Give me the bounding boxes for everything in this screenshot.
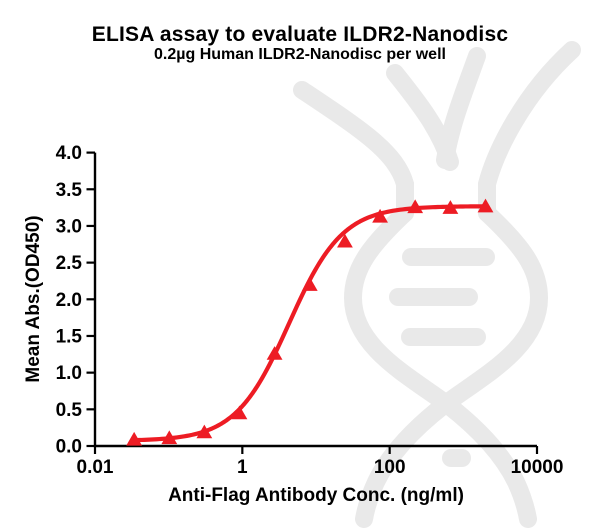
data-point-marker <box>372 208 388 223</box>
data-point-marker <box>196 424 213 439</box>
fit-curve <box>132 204 488 443</box>
chart-subtitle: 0.2µg Human ILDR2-Nanodisc per well <box>154 46 446 63</box>
axis-frame <box>93 152 537 448</box>
data-point-marker <box>126 431 143 446</box>
x-tick-label: 10000 <box>511 457 564 478</box>
y-axis-title: Mean Abs.(OD450) <box>23 215 44 383</box>
x-axis-title: Anti-Flag Antibody Conc. (ng/ml) <box>168 485 464 506</box>
data-points <box>126 198 494 446</box>
chart-title: ELISA assay to evaluate ILDR2-Nanodisc <box>91 23 509 46</box>
x-tick-label: 0.01 <box>77 457 114 478</box>
data-point-marker <box>266 346 283 360</box>
x-tick-label: 1 <box>237 457 248 478</box>
dose-response-curve <box>132 204 488 443</box>
y-tick-label: 0.5 <box>56 400 83 421</box>
y-tick-label: 1.0 <box>56 363 82 384</box>
axes <box>93 152 537 448</box>
y-tick-label: 3.5 <box>56 180 83 201</box>
axis-tick-labels: 0.0 0.5 1.0 1.5 2.0 2.5 3.0 3.5 4.0 0.01 1 100 10000 <box>56 143 564 478</box>
data-point-marker <box>442 200 459 214</box>
data-point-marker <box>337 233 353 248</box>
data-point-marker <box>231 405 248 420</box>
y-tick-label: 2.5 <box>56 253 83 274</box>
axis-ticks <box>86 151 539 454</box>
y-tick-label: 3.0 <box>56 216 82 237</box>
data-point-marker <box>477 198 494 213</box>
x-tick-label: 100 <box>374 457 406 478</box>
y-tick-label: 4.0 <box>56 143 82 164</box>
data-point-marker <box>301 277 318 291</box>
y-tick-label: 1.5 <box>56 326 83 347</box>
y-tick-label: 0.0 <box>56 437 82 458</box>
data-point-marker <box>161 430 178 445</box>
y-tick-label: 2.0 <box>56 290 82 311</box>
data-point-marker <box>407 199 424 214</box>
